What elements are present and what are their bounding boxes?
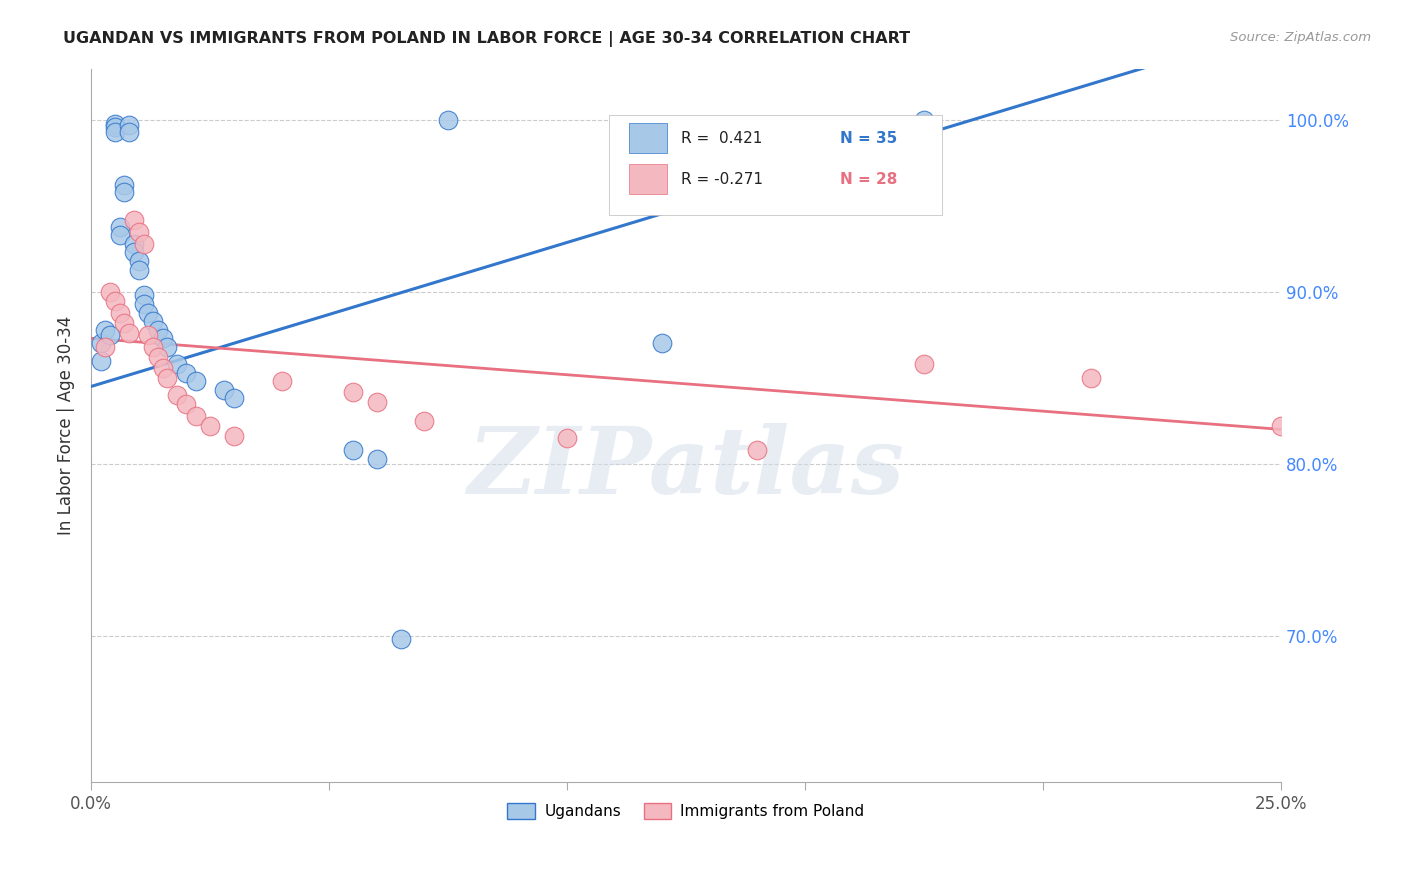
Point	[142, 314, 165, 328]
Point	[152, 360, 174, 375]
Point	[122, 245, 145, 260]
Point	[912, 357, 935, 371]
Text: N = 28: N = 28	[839, 171, 897, 186]
Point	[90, 336, 112, 351]
Point	[142, 340, 165, 354]
Point	[166, 388, 188, 402]
Point	[222, 392, 245, 406]
Point	[90, 353, 112, 368]
Point	[342, 384, 364, 399]
Point	[128, 262, 150, 277]
Point	[136, 305, 159, 319]
Text: UGANDAN VS IMMIGRANTS FROM POLAND IN LABOR FORCE | AGE 30-34 CORRELATION CHART: UGANDAN VS IMMIGRANTS FROM POLAND IN LAB…	[63, 31, 911, 47]
Point	[342, 442, 364, 457]
Point	[156, 340, 179, 354]
Point	[118, 118, 141, 132]
Point	[156, 371, 179, 385]
Point	[146, 350, 169, 364]
Point	[104, 125, 127, 139]
FancyBboxPatch shape	[628, 123, 666, 153]
Y-axis label: In Labor Force | Age 30-34: In Labor Force | Age 30-34	[58, 316, 75, 534]
Text: R = -0.271: R = -0.271	[682, 171, 763, 186]
Point	[118, 326, 141, 340]
Point	[214, 383, 236, 397]
Point	[136, 327, 159, 342]
Point	[389, 632, 412, 646]
Point	[651, 336, 673, 351]
Point	[94, 340, 117, 354]
Point	[104, 120, 127, 134]
FancyBboxPatch shape	[628, 164, 666, 194]
Point	[122, 236, 145, 251]
Point	[132, 236, 155, 251]
Point	[118, 125, 141, 139]
Point	[413, 414, 436, 428]
Point	[104, 293, 127, 308]
Point	[108, 305, 131, 319]
Point	[366, 451, 388, 466]
Point	[152, 331, 174, 345]
Point	[184, 374, 207, 388]
Point	[128, 225, 150, 239]
Point	[122, 212, 145, 227]
Point	[132, 288, 155, 302]
FancyBboxPatch shape	[609, 115, 942, 215]
Point	[146, 323, 169, 337]
Point	[108, 219, 131, 234]
Point	[114, 186, 136, 200]
Text: Source: ZipAtlas.com: Source: ZipAtlas.com	[1230, 31, 1371, 45]
Legend: Ugandans, Immigrants from Poland: Ugandans, Immigrants from Poland	[502, 797, 870, 825]
Point	[114, 178, 136, 193]
Point	[166, 357, 188, 371]
Point	[98, 327, 121, 342]
Point	[912, 113, 935, 128]
Point	[94, 323, 117, 337]
Point	[1270, 419, 1292, 434]
Point	[1080, 371, 1102, 385]
Point	[98, 285, 121, 299]
Text: R =  0.421: R = 0.421	[682, 131, 762, 146]
Point	[366, 395, 388, 409]
Text: ZIPatlas: ZIPatlas	[468, 423, 904, 513]
Point	[132, 297, 155, 311]
Point	[747, 442, 769, 457]
Text: N = 35: N = 35	[839, 131, 897, 146]
Point	[270, 374, 292, 388]
Point	[555, 431, 578, 445]
Point	[184, 409, 207, 423]
Point	[108, 228, 131, 243]
Point	[114, 316, 136, 330]
Point	[437, 113, 460, 128]
Point	[198, 419, 221, 434]
Point	[104, 116, 127, 130]
Point	[222, 429, 245, 443]
Point	[176, 396, 198, 410]
Point	[176, 366, 198, 380]
Point	[128, 254, 150, 268]
